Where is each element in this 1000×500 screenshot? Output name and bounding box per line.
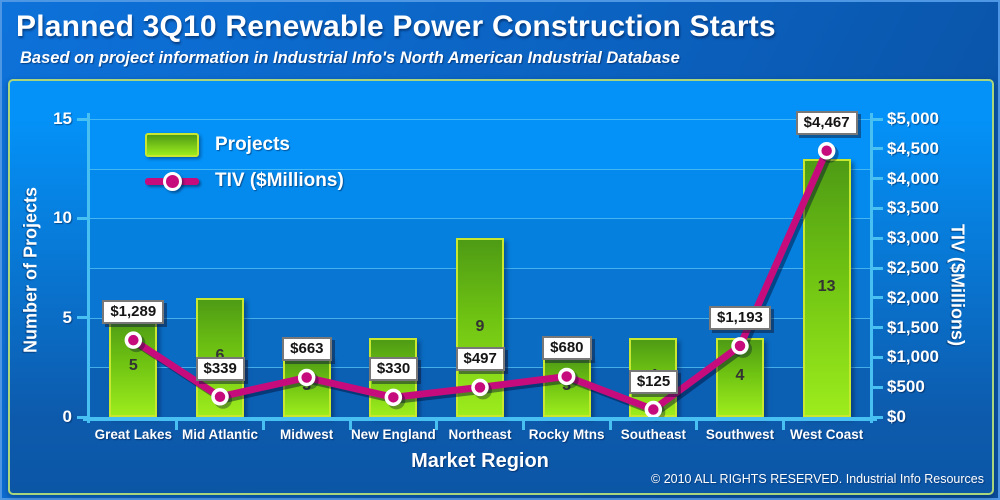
legend-label-tiv: TIV ($Millions) bbox=[215, 170, 344, 191]
copyright-text: © 2010 ALL RIGHTS RESERVED. Industrial I… bbox=[651, 472, 984, 486]
legend-entry-projects: Projects bbox=[145, 133, 344, 157]
projects-swatch-icon bbox=[145, 133, 199, 157]
right-axis-title: TIV ($Millions) bbox=[947, 223, 968, 346]
x-axis-title: Market Region bbox=[411, 450, 549, 472]
legend-entry-tiv: TIV ($Millions) bbox=[145, 169, 344, 193]
left-axis-title: Number of Projects bbox=[20, 186, 41, 354]
page-title: Planned 3Q10 Renewable Power Constructio… bbox=[16, 10, 776, 43]
legend: Projects TIV ($Millions) bbox=[145, 133, 344, 205]
tiv-line-marker-icon bbox=[145, 171, 199, 191]
legend-label-projects: Projects bbox=[215, 134, 290, 155]
page-subtitle: Based on project information in Industri… bbox=[20, 49, 680, 67]
